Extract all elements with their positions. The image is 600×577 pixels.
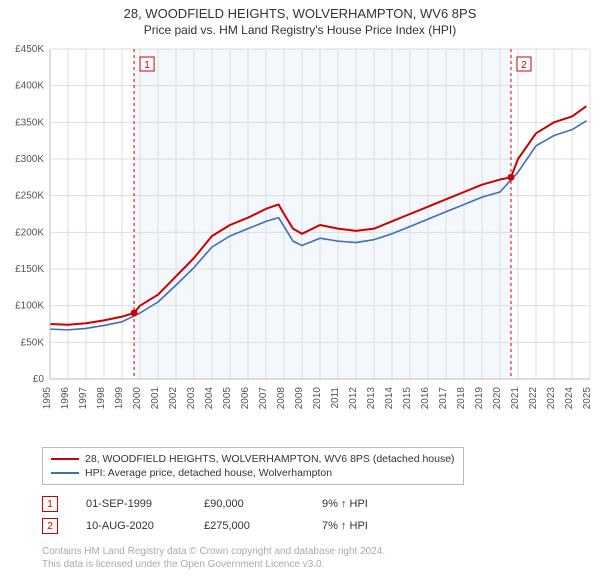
svg-text:£0: £0 [33, 374, 45, 385]
marker-row: 1 01-SEP-1999 £90,000 9% ↑ HPI [42, 493, 588, 515]
footer-attribution: Contains HM Land Registry data © Crown c… [42, 545, 588, 571]
title-main: 28, WOODFIELD HEIGHTS, WOLVERHAMPTON, WV… [0, 6, 600, 21]
svg-text:2012: 2012 [348, 387, 359, 410]
marker-table: 1 01-SEP-1999 £90,000 9% ↑ HPI 2 10-AUG-… [42, 493, 588, 537]
svg-text:2: 2 [521, 60, 527, 71]
chart-container: 28, WOODFIELD HEIGHTS, WOLVERHAMPTON, WV… [0, 0, 600, 571]
marker-delta: 7% ↑ HPI [322, 520, 412, 532]
marker-badge: 1 [42, 496, 58, 512]
legend-box: 28, WOODFIELD HEIGHTS, WOLVERHAMPTON, WV… [42, 447, 464, 485]
legend-item: HPI: Average price, detached house, Wolv… [51, 466, 455, 480]
svg-text:2007: 2007 [258, 387, 269, 410]
marker-badge: 2 [42, 518, 58, 534]
svg-text:£450K: £450K [15, 44, 44, 55]
svg-text:2018: 2018 [456, 387, 467, 410]
marker-price: £90,000 [204, 498, 294, 510]
svg-text:2004: 2004 [204, 387, 215, 410]
marker-price: £275,000 [204, 520, 294, 532]
title-subtitle: Price paid vs. HM Land Registry's House … [0, 23, 600, 37]
svg-text:2023: 2023 [546, 387, 557, 410]
svg-text:1: 1 [144, 60, 150, 71]
svg-text:2009: 2009 [294, 387, 305, 410]
svg-text:2011: 2011 [330, 387, 341, 409]
svg-text:£400K: £400K [15, 81, 44, 92]
svg-text:£100K: £100K [15, 301, 44, 312]
legend-label: 28, WOODFIELD HEIGHTS, WOLVERHAMPTON, WV… [85, 453, 455, 465]
marker-row: 2 10-AUG-2020 £275,000 7% ↑ HPI [42, 515, 588, 537]
svg-text:2003: 2003 [186, 387, 197, 410]
svg-text:1998: 1998 [96, 387, 107, 410]
legend-label: HPI: Average price, detached house, Wolv… [85, 467, 332, 479]
marker-date: 01-SEP-1999 [86, 498, 176, 510]
svg-text:2005: 2005 [222, 387, 233, 410]
svg-text:2013: 2013 [366, 387, 377, 410]
svg-text:2020: 2020 [492, 387, 503, 410]
svg-text:2006: 2006 [240, 387, 251, 410]
svg-text:1999: 1999 [114, 387, 125, 410]
title-block: 28, WOODFIELD HEIGHTS, WOLVERHAMPTON, WV… [0, 0, 600, 39]
svg-text:£300K: £300K [15, 154, 44, 165]
legend-swatch [51, 472, 79, 474]
marker-delta: 9% ↑ HPI [322, 498, 412, 510]
chart-svg: £0 £50K £100K £150K £200K £250K £300K £350K £400… [0, 39, 600, 439]
svg-text:1996: 1996 [60, 387, 71, 410]
svg-text:£150K: £150K [15, 264, 44, 275]
svg-text:2001: 2001 [150, 387, 161, 410]
svg-text:2024: 2024 [564, 387, 575, 410]
legend-item: 28, WOODFIELD HEIGHTS, WOLVERHAMPTON, WV… [51, 452, 455, 466]
chart-plot: £0 £50K £100K £150K £200K £250K £300K £350K £400… [0, 39, 600, 439]
svg-text:2019: 2019 [474, 387, 485, 410]
svg-text:£200K: £200K [15, 227, 44, 238]
footer-line: Contains HM Land Registry data © Crown c… [42, 545, 588, 558]
svg-text:2014: 2014 [384, 387, 395, 410]
svg-text:2010: 2010 [312, 387, 323, 410]
svg-text:2016: 2016 [420, 387, 431, 410]
svg-text:1997: 1997 [78, 387, 89, 410]
svg-text:2017: 2017 [438, 387, 449, 410]
svg-text:2000: 2000 [132, 387, 143, 410]
legend-swatch [51, 458, 79, 460]
svg-text:2021: 2021 [510, 387, 521, 410]
svg-text:£350K: £350K [15, 117, 44, 128]
svg-text:2002: 2002 [168, 387, 179, 410]
svg-text:2008: 2008 [276, 387, 287, 410]
svg-text:2015: 2015 [402, 387, 413, 410]
svg-text:1995: 1995 [42, 387, 53, 410]
marker-date: 10-AUG-2020 [86, 520, 176, 532]
svg-text:2022: 2022 [528, 387, 539, 410]
svg-text:£250K: £250K [15, 191, 44, 202]
svg-text:£50K: £50K [21, 337, 45, 348]
svg-text:2025: 2025 [582, 387, 593, 410]
